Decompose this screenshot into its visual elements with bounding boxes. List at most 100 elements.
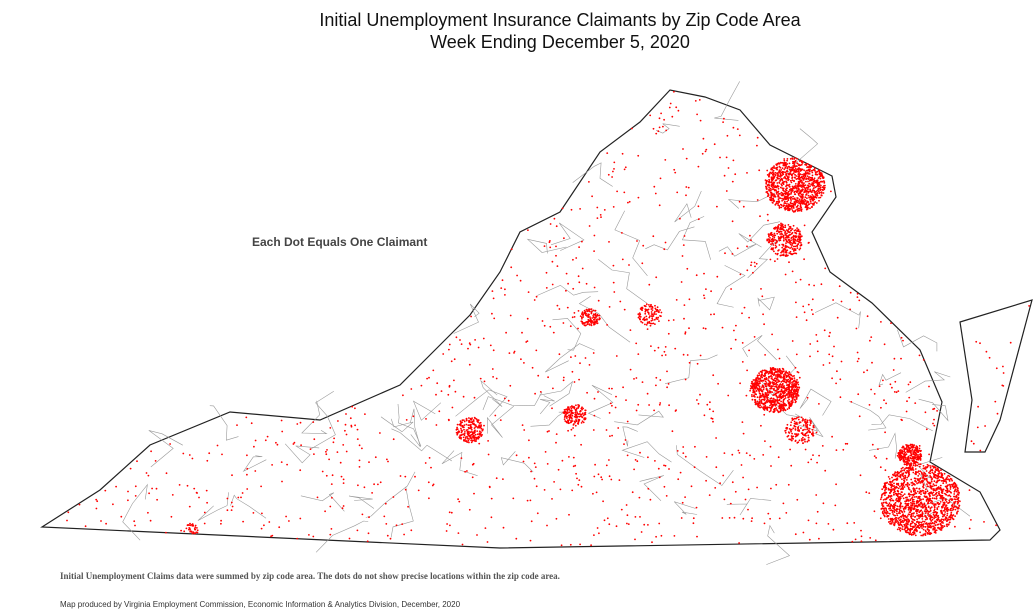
claimant-dot [898,528,901,531]
claimant-dot [902,339,904,342]
claimant-dot [976,426,979,429]
claimant-dot [237,496,240,499]
claimant-dot [493,317,496,320]
claimant-dot [703,297,706,299]
claimant-dot [885,512,888,515]
boundary-line [209,405,239,441]
claimant-dot [950,513,952,516]
claimant-dot [880,321,882,323]
claimant-dot [818,181,821,184]
claimant-dot [672,319,675,321]
claimant-dot [790,400,793,403]
claimant-dot [891,505,894,508]
claimant-dot [936,515,939,518]
claimant-dot [785,161,787,164]
claimant-dot [781,197,783,200]
claimant-dot [880,406,882,409]
boundary-line [480,379,503,407]
claimant-dot [780,171,783,174]
claimant-dot [785,381,788,384]
claimant-dot [753,386,756,389]
claimant-dot [945,516,947,519]
claimant-dot [598,532,600,535]
claimant-dot [932,528,934,531]
claimant-dot [619,300,622,303]
claimant-dot [811,176,813,179]
claimant-dot [878,385,881,388]
claimant-dot [612,170,614,173]
claimant-dot [938,470,940,473]
claimant-dot [791,340,794,342]
claimant-dot [667,332,670,335]
boundary-line [761,355,796,396]
claimant-dot [754,401,757,404]
claimant-dot [882,505,885,507]
claimant-dot [699,119,702,122]
claimant-dot [776,383,778,386]
claimant-dot [537,374,540,377]
claimant-dot [905,496,908,499]
claimant-dot [791,253,793,256]
claimant-dot [779,186,782,189]
claimant-dot [765,385,768,388]
claimant-dot [949,509,952,512]
claimant-dot [483,380,486,383]
claimant-dot [919,523,922,526]
claimant-dot [703,272,705,275]
claimant-dot [933,484,936,487]
claimant-dot [783,200,786,203]
claimant-dot [812,313,814,316]
claimant-dot [903,510,906,513]
claimant-dot [154,460,157,462]
claimant-dot [639,516,641,518]
claimant-dot [932,408,934,411]
claimant-dot [768,175,770,178]
claimant-dot [928,523,931,525]
boundary-line [814,302,861,329]
claimant-dot [803,182,805,185]
claimant-dot [710,417,713,420]
claimant-dot [768,406,771,409]
claimant-dot [794,252,796,255]
claimant-dot [622,386,624,389]
claimant-dot [929,518,932,521]
claimant-dot [405,419,408,421]
claimant-dot [704,150,707,153]
claimant-dot [603,209,606,211]
claimant-dot [756,136,759,139]
claimant-dot [781,405,783,408]
claimant-dot [620,508,623,511]
claimant-dot [889,484,892,487]
claimant-dot [661,354,663,357]
claimant-dot [780,372,782,375]
claimant-dot [658,476,661,479]
claimant-dot [774,195,777,198]
claimant-dot [882,513,885,515]
claimant-dot [930,499,933,502]
claimant-dot [577,483,580,486]
claimant-dot [926,497,929,500]
claimant-dot [799,160,801,163]
claimant-dot [756,144,758,147]
claimant-dot [734,338,737,341]
claimant-dot [791,270,794,273]
claimant-dot [910,513,913,515]
claimant-dot [780,409,782,412]
claimant-dot [912,498,915,501]
claimant-dot [783,379,786,381]
claimant-dot [902,497,905,500]
claimant-dot [808,165,811,167]
claimant-dot [606,152,609,155]
claimant-dot [849,291,852,294]
claimant-dot [647,456,649,459]
claimant-dot [702,327,705,329]
claimant-dot [942,477,945,480]
claimant-dot [941,521,943,524]
claimant-dot [907,504,910,507]
claimant-dot [448,348,450,351]
claimant-dot [616,190,618,193]
claimant-dot [755,262,758,265]
claimant-dot [936,508,939,511]
boundary-line [655,123,680,134]
claimant-dot [725,190,728,192]
